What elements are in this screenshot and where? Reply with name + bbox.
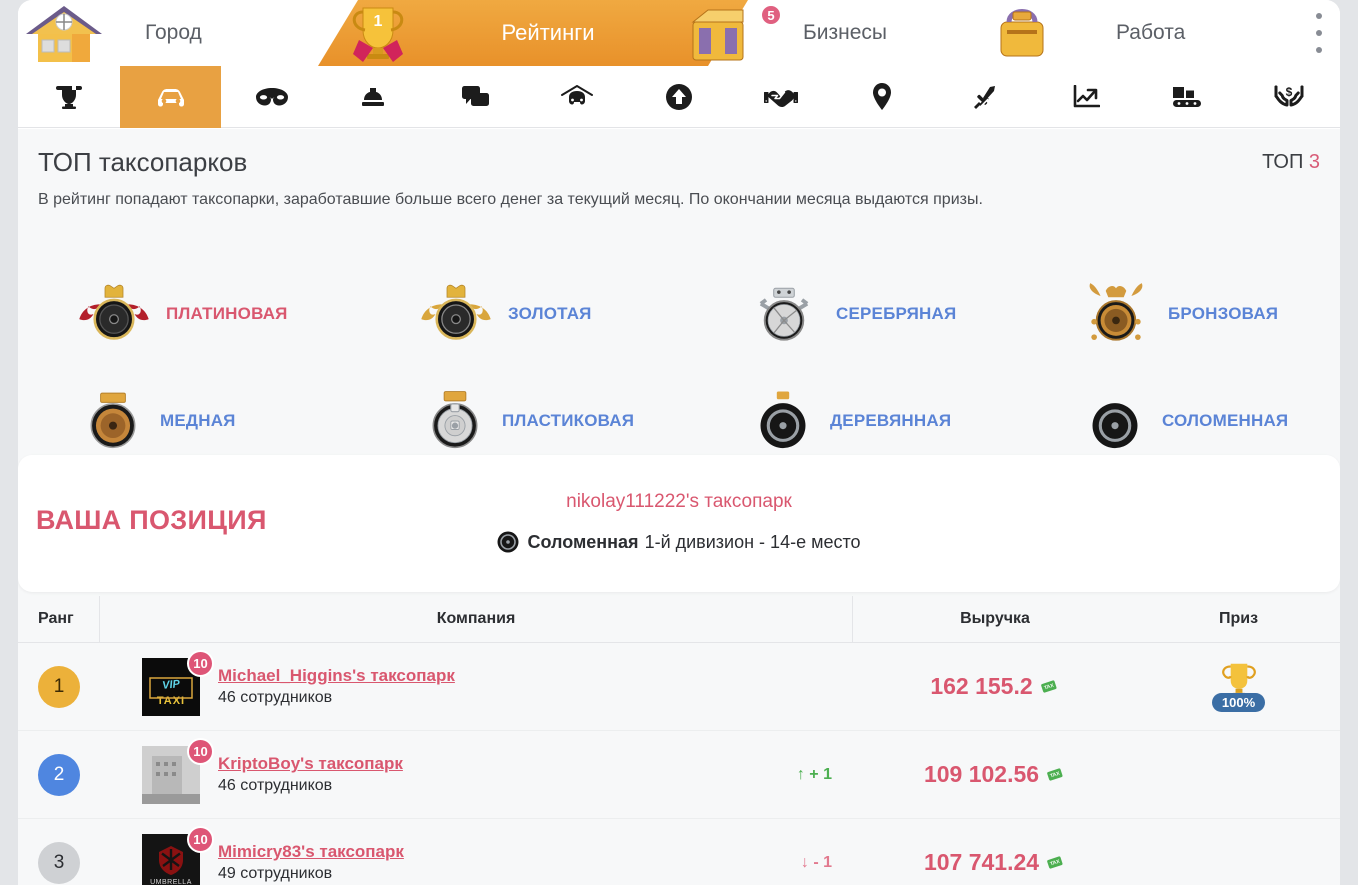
svg-text:TAXI: TAXI (157, 695, 185, 707)
svg-text:$: $ (1286, 85, 1293, 99)
svg-text:VIP: VIP (162, 678, 182, 692)
svg-text:1: 1 (374, 13, 383, 30)
svg-text:UMBRELLA: UMBRELLA (150, 879, 192, 885)
